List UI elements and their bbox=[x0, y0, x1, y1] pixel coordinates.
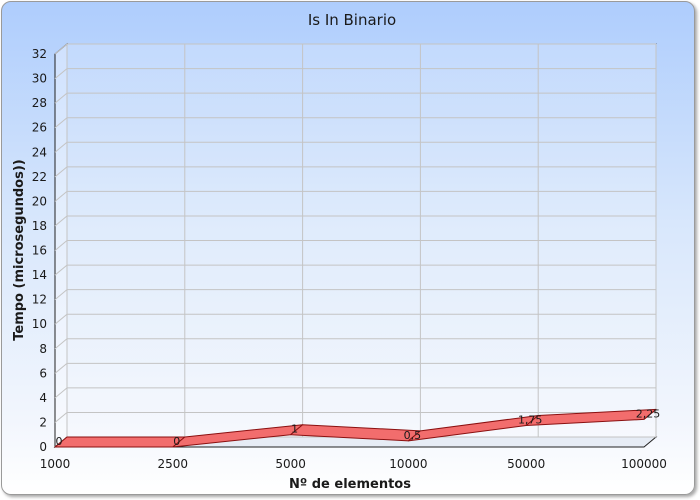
y-tick-label: 2 bbox=[39, 415, 47, 429]
x-tick-label: 2500 bbox=[158, 457, 189, 471]
y-tick-label: 6 bbox=[39, 366, 47, 380]
y-tick-label: 4 bbox=[39, 391, 47, 405]
chart-title: Is In Binario bbox=[308, 11, 396, 29]
y-tick-label: 20 bbox=[32, 194, 47, 208]
data-label: 1,75 bbox=[518, 414, 543, 427]
x-tick-label: 100000 bbox=[621, 457, 667, 471]
y-tick-label: 32 bbox=[32, 47, 47, 61]
y-tick-label: 28 bbox=[32, 96, 47, 110]
data-label: 0 bbox=[56, 435, 63, 448]
y-tick-label: 16 bbox=[32, 244, 47, 258]
y-tick-label: 24 bbox=[32, 145, 47, 159]
series-segment bbox=[54, 436, 186, 448]
series-end-cap bbox=[643, 408, 657, 420]
data-label: 1 bbox=[291, 423, 298, 436]
x-tick-label: 5000 bbox=[275, 457, 306, 471]
x-tick-label: 1000 bbox=[40, 457, 71, 471]
y-tick-label: 12 bbox=[32, 293, 47, 307]
y-tick-label: 8 bbox=[39, 342, 47, 356]
y-axis-label: Tempo (microsegundos)) bbox=[12, 159, 27, 341]
x-axis-label: Nº de elementos bbox=[289, 477, 411, 492]
y-tick-label: 18 bbox=[32, 219, 47, 233]
y-tick-label: 26 bbox=[32, 121, 47, 135]
chart-frame: Is In Binario Nº de elementos Tempo (mic… bbox=[1, 1, 695, 495]
data-label: 2,25 bbox=[636, 407, 661, 420]
y-tick-label: 0 bbox=[39, 440, 47, 454]
line-chart: Is In Binario Nº de elementos Tempo (mic… bbox=[12, 11, 667, 492]
data-label: 0,5 bbox=[404, 429, 422, 442]
y-tick-label: 30 bbox=[32, 72, 47, 86]
y-tick-label: 10 bbox=[32, 317, 47, 331]
x-tick-label: 50000 bbox=[507, 457, 545, 471]
y-tick-label: 14 bbox=[32, 268, 47, 282]
x-tick-label: 10000 bbox=[389, 457, 427, 471]
data-label: 0 bbox=[173, 435, 180, 448]
y-tick-label: 22 bbox=[32, 170, 47, 184]
